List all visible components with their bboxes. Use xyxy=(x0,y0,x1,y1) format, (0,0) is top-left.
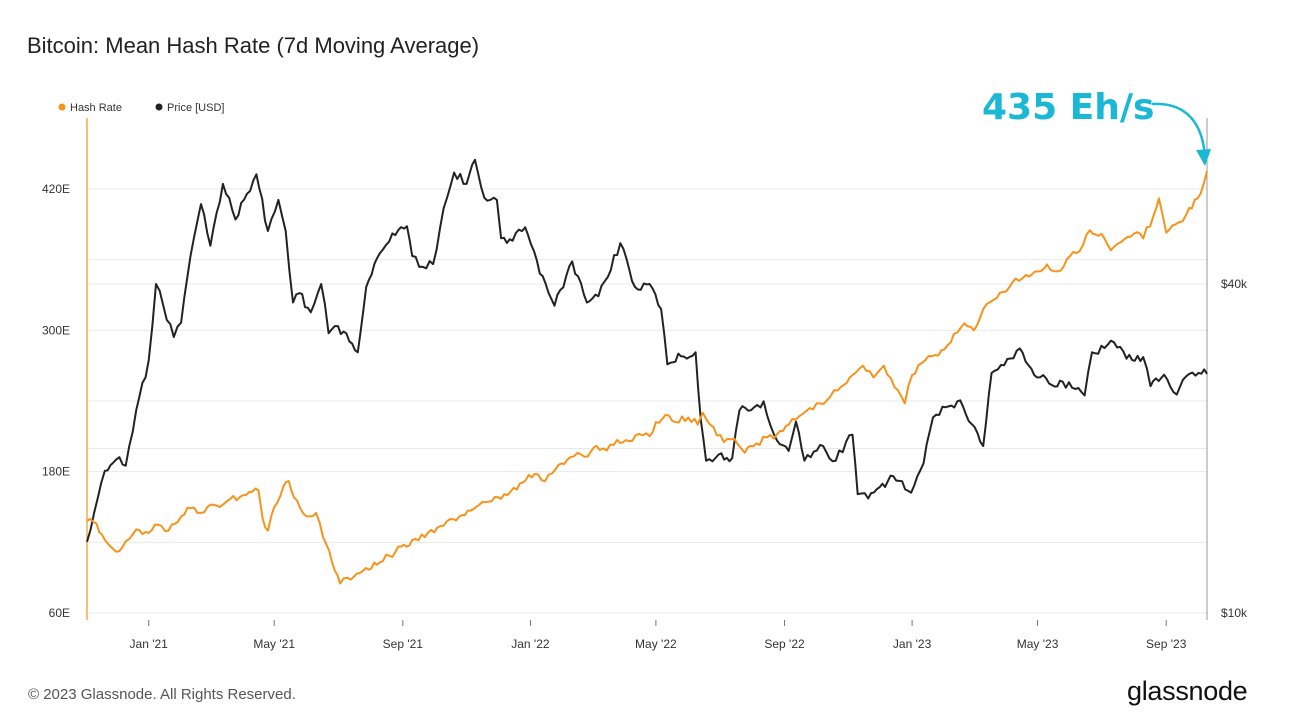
x-tick-label: May '22 xyxy=(635,637,677,651)
copyright: © 2023 Glassnode. All Rights Reserved. xyxy=(28,686,296,703)
x-tick-label: Sep '23 xyxy=(1146,637,1187,651)
legend: Hash Rate Price [USD] xyxy=(58,102,224,114)
x-tick-label: Sep '21 xyxy=(383,637,424,651)
callout-arrowhead-icon xyxy=(1196,149,1211,166)
left-axis-ticks: 60E 180E 300E 420E xyxy=(42,182,70,620)
x-tick-label: Jan '23 xyxy=(893,637,932,651)
gridlines xyxy=(87,188,1207,614)
legend-label-price: Price [USD] xyxy=(167,102,224,114)
y-tick-left: 180E xyxy=(42,465,70,479)
brand-logo: glassnode xyxy=(1127,676,1248,706)
legend-label-hash-rate: Hash Rate xyxy=(70,102,122,114)
legend-marker-hash-rate xyxy=(58,103,66,111)
y-tick-left: 300E xyxy=(42,323,70,337)
x-axis-ticks: Jan '21 May '21 Sep '21 Jan '22 May '22 Sep '… xyxy=(130,620,1187,651)
legend-marker-price xyxy=(155,103,163,111)
callout-arrow-icon xyxy=(1151,102,1207,159)
series-line-hash-rate xyxy=(86,171,1208,585)
y-tick-left: 60E xyxy=(49,606,70,620)
x-tick-label: Jan '21 xyxy=(130,637,169,651)
series-line-price xyxy=(86,158,1208,543)
chart-title: Bitcoin: Mean Hash Rate (7d Moving Avera… xyxy=(27,33,480,58)
y-tick-right: $40k xyxy=(1221,277,1248,291)
x-tick-label: Sep '22 xyxy=(764,637,805,651)
right-axis-ticks: $10k $40k xyxy=(1221,277,1248,620)
x-tick-label: May '21 xyxy=(253,637,295,651)
y-tick-right: $10k xyxy=(1221,606,1248,620)
y-tick-left: 420E xyxy=(42,182,70,196)
x-tick-label: Jan '22 xyxy=(511,637,550,651)
x-tick-label: May '23 xyxy=(1017,637,1059,651)
callout-annotation: 435 Eh/s xyxy=(982,87,1154,128)
